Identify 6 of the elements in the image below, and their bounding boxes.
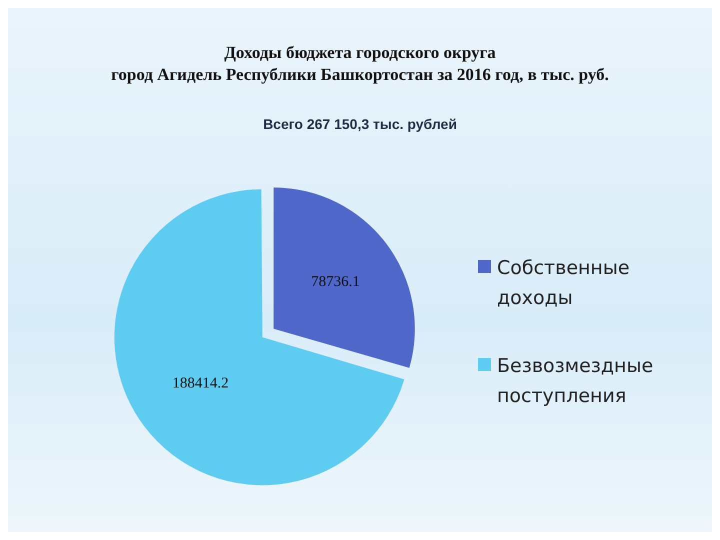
legend-label: Безвозмездные поступления xyxy=(497,354,654,409)
legend-label: Собственные доходы xyxy=(497,256,631,311)
data-label: 78736.1 xyxy=(311,274,360,290)
chart-subtitle: Всего 267 150,3 тыс. рублей xyxy=(262,116,458,132)
data-label: 188414.2 xyxy=(172,376,229,392)
chart-title: Доходы бюджета городского округа город Агидель Республики Башкортостан за 2016 год, в тыс. руб. xyxy=(110,42,610,86)
